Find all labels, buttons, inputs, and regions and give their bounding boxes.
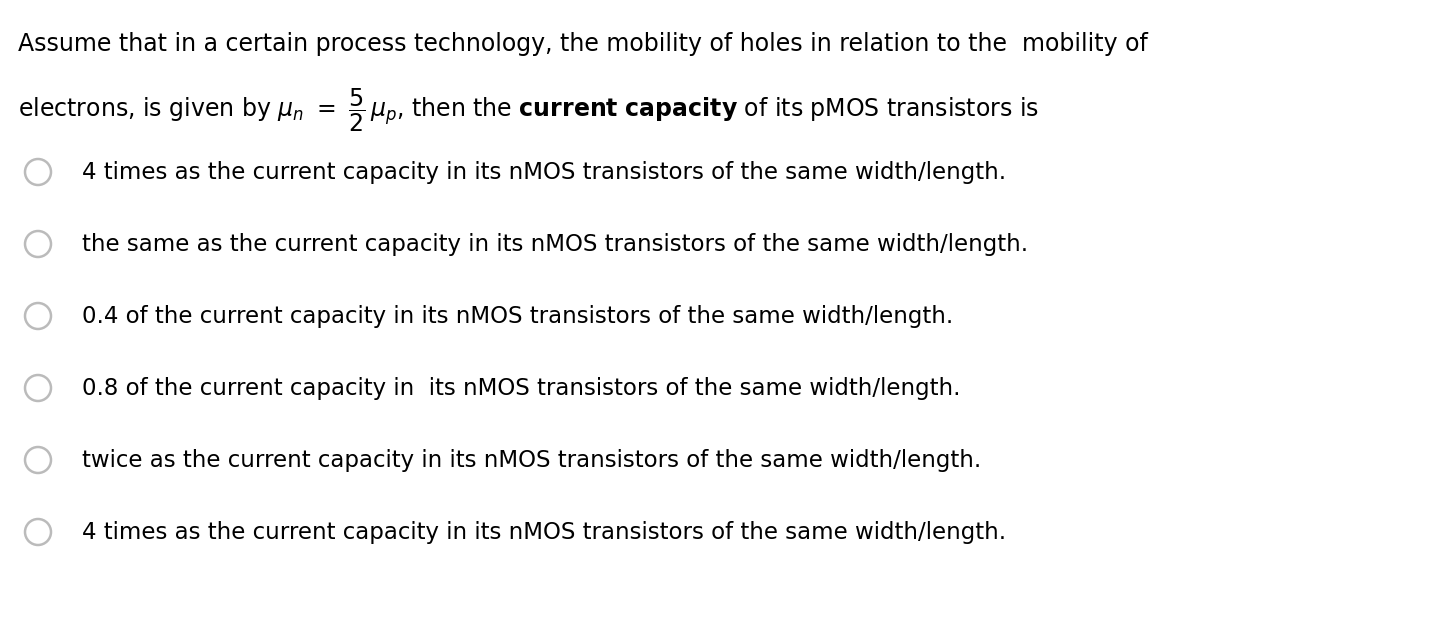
Text: 0.8 of the current capacity in  its nMOS transistors of the same width/length.: 0.8 of the current capacity in its nMOS … (81, 376, 961, 399)
Text: 4 times as the current capacity in its nMOS transistors of the same width/length: 4 times as the current capacity in its n… (81, 160, 1006, 184)
Text: twice as the current capacity in its nMOS transistors of the same width/length.: twice as the current capacity in its nMO… (81, 449, 981, 471)
Text: Assume that in a certain process technology, the mobility of holes in relation t: Assume that in a certain process technol… (17, 32, 1147, 56)
Text: 4 times as the current capacity in its nMOS transistors of the same width/length: 4 times as the current capacity in its n… (81, 521, 1006, 544)
Text: the same as the current capacity in its nMOS transistors of the same width/lengt: the same as the current capacity in its … (81, 232, 1028, 256)
Text: 0.4 of the current capacity in its nMOS transistors of the same width/length.: 0.4 of the current capacity in its nMOS … (81, 304, 954, 327)
Text: electrons, is given by $\mu_n\ =\ \dfrac{5}{2}\,\mu_p$, then the $\mathbf{curren: electrons, is given by $\mu_n\ =\ \dfrac… (17, 87, 1040, 134)
